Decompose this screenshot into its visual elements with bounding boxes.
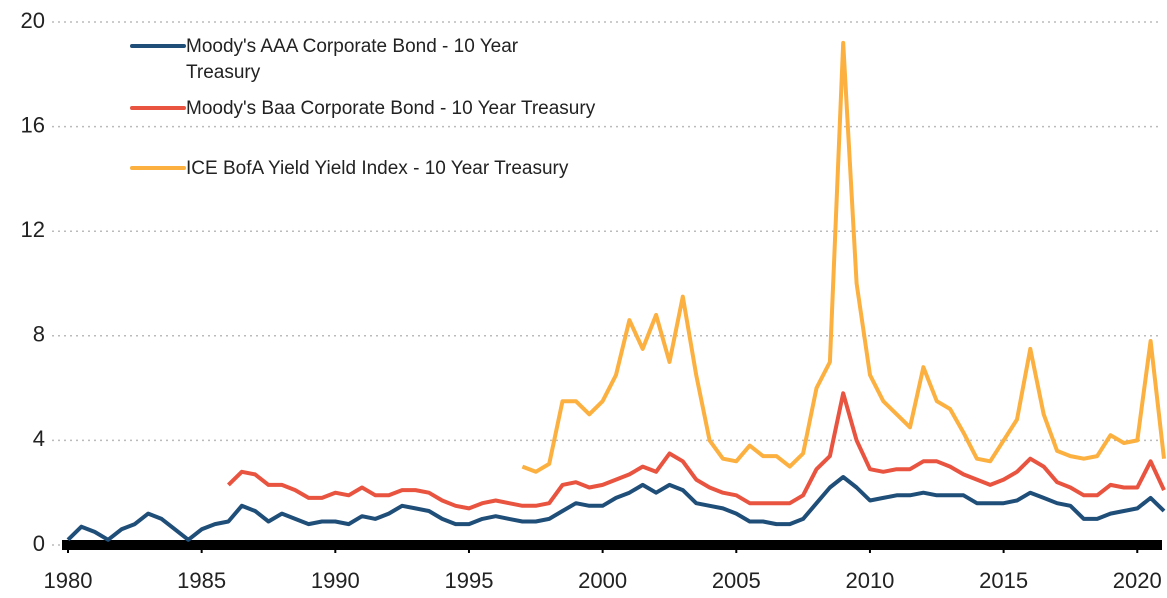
legend-swatch bbox=[130, 44, 186, 48]
x-tick-label: 2015 bbox=[979, 568, 1028, 593]
series-line bbox=[66, 475, 1166, 542]
legend-label: Moody's Baa Corporate Bond - 10 Year Tre… bbox=[186, 98, 596, 119]
legend-label: ICE BofA Yield Yield Index - 10 Year Tre… bbox=[186, 158, 569, 179]
x-tick-label: 2020 bbox=[1113, 568, 1162, 593]
legend-item: Moody's Baa Corporate Bond - 10 Year Tre… bbox=[130, 96, 606, 122]
legend-label: Moody's AAA Corporate Bond - 10 Year Tre… bbox=[186, 36, 519, 83]
x-tick-label: 1980 bbox=[44, 568, 93, 593]
x-tick-label: 2000 bbox=[578, 568, 627, 593]
legend-swatch bbox=[130, 166, 186, 170]
legend: Moody's AAA Corporate Bond - 10 Year Tre… bbox=[130, 34, 606, 192]
series-line bbox=[227, 391, 1166, 511]
legend-item: Moody's AAA Corporate Bond - 10 Year Tre… bbox=[130, 34, 606, 86]
legend-item: ICE BofA Yield Yield Index - 10 Year Tre… bbox=[130, 156, 606, 182]
legend-swatch bbox=[130, 106, 186, 110]
y-tick-label: 20 bbox=[21, 8, 45, 33]
series-line bbox=[521, 40, 1166, 474]
x-tick-label: 2005 bbox=[712, 568, 761, 593]
y-tick-label: 16 bbox=[21, 112, 45, 137]
x-tick-label: 1995 bbox=[444, 568, 493, 593]
y-tick-label: 12 bbox=[21, 217, 45, 242]
y-tick-label: 8 bbox=[33, 322, 45, 347]
x-tick-label: 1990 bbox=[311, 568, 360, 593]
x-tick-label: 1985 bbox=[177, 568, 226, 593]
y-tick-label: 0 bbox=[33, 531, 45, 556]
x-tick-label: 2010 bbox=[845, 568, 894, 593]
y-tick-label: 4 bbox=[33, 426, 45, 451]
